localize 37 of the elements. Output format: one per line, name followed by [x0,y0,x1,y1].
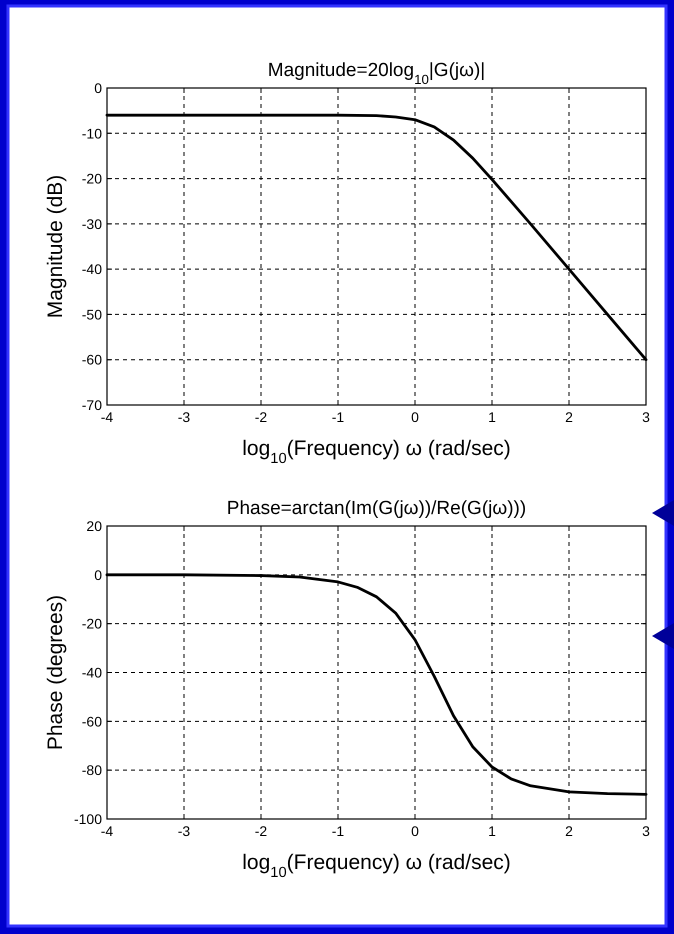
x-tick-label: -4 [100,409,114,425]
x-tick-label: -4 [100,823,114,839]
chart-title: Phase=arctan(Im(G(jω))/Re(G(jω))) [226,498,526,519]
x-axis-title: log$_{10}$(Frequency) ω (rad/sec) [242,851,511,881]
y-axis-title: Magnitude (dB) [44,174,67,318]
y-tick-label: -100 [74,811,102,827]
x-tick-label: -1 [332,409,344,425]
x-tick-label: -2 [254,823,268,839]
y-tick-label: -40 [82,664,102,680]
y-tick-label: 0 [94,566,102,583]
x-tick-label: -1 [332,823,344,839]
y-tick-label: -70 [82,397,102,413]
x-tick-label: 1 [488,823,496,839]
x-tick-label: 2 [565,823,574,839]
x-tick-label: 3 [642,409,650,425]
y-axis-title: Phase (degrees) [44,594,67,750]
x-tick-label: -2 [254,409,268,425]
y-tick-label: 0 [94,80,102,96]
y-tick-label: -60 [82,352,102,368]
x-tick-label: -3 [178,823,190,839]
y-tick-label: 20 [86,518,102,534]
y-tick-label: -40 [82,261,102,278]
chart-title: Magnitude=20log$_{10}$|G(jω)| [268,60,486,86]
y-tick-label: -60 [82,713,102,730]
x-tick-label: 1 [488,409,496,425]
x-tick-label: 2 [565,409,574,425]
x-tick-label: 0 [411,823,420,839]
x-tick-label: 0 [411,409,420,425]
y-tick-label: -50 [82,306,102,322]
x-axis-title: log$_{10}$(Frequency) ω (rad/sec) [242,437,511,467]
x-tick-label: 3 [642,823,650,839]
y-tick-label: -20 [82,170,102,187]
y-tick-label: -10 [82,125,102,142]
y-tick-label: -80 [82,762,102,778]
x-tick-label: -3 [178,409,190,425]
y-tick-label: -30 [82,216,102,232]
y-tick-label: -20 [82,616,102,632]
